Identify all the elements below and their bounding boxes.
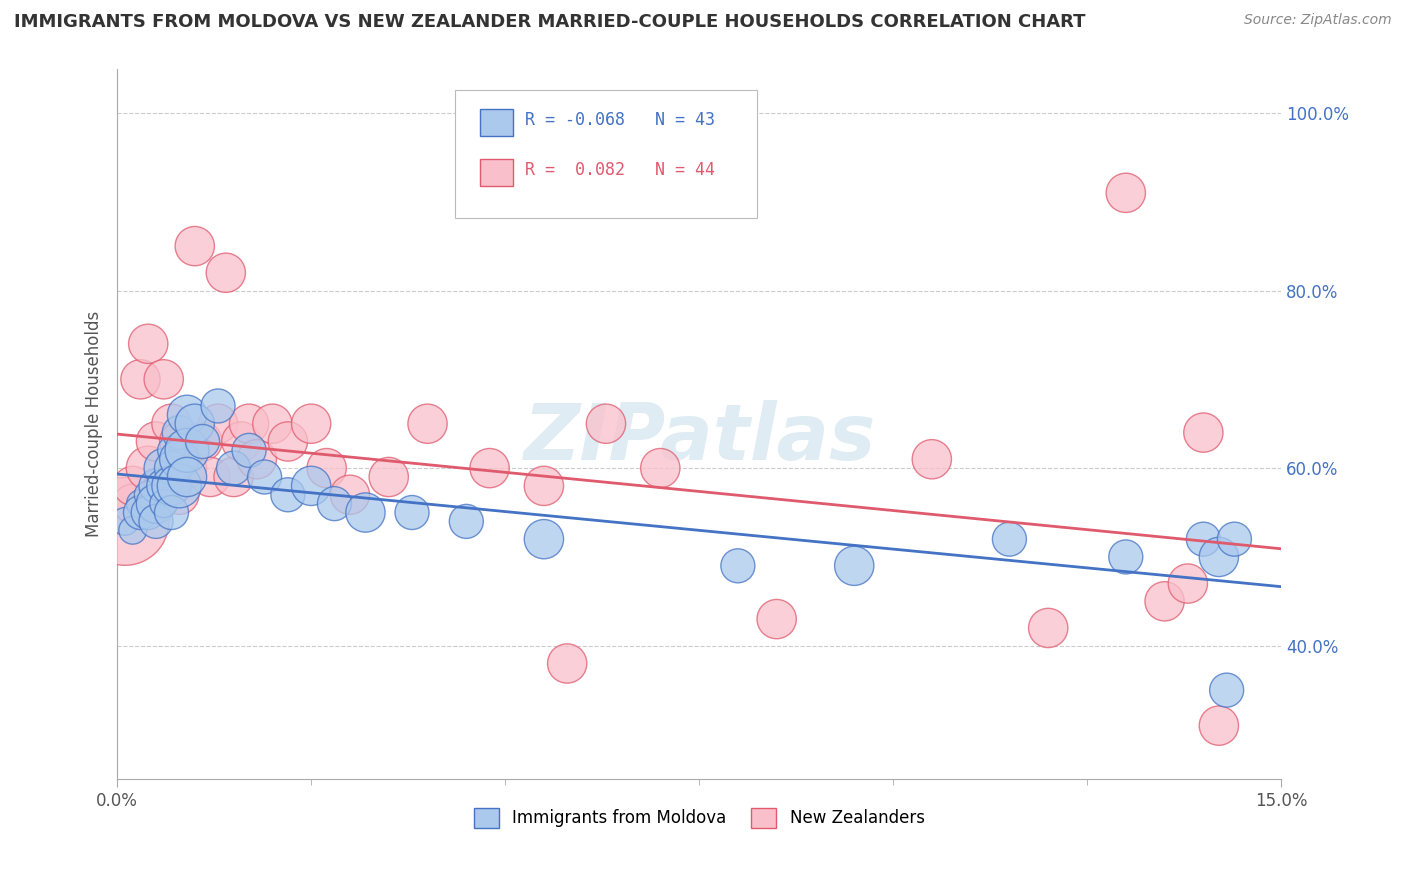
Point: [136, 336, 159, 351]
Point: [145, 497, 167, 511]
Point: [121, 523, 143, 537]
Point: [262, 417, 284, 431]
Point: [160, 479, 183, 493]
Point: [222, 461, 245, 475]
Point: [129, 506, 152, 520]
Point: [998, 532, 1021, 546]
Point: [176, 443, 198, 458]
Point: [114, 515, 136, 529]
Text: ZIPatlas: ZIPatlas: [523, 400, 875, 476]
Point: [145, 434, 167, 449]
Point: [184, 417, 207, 431]
Point: [184, 239, 207, 253]
Point: [167, 479, 190, 493]
Y-axis label: Married-couple Households: Married-couple Households: [86, 310, 103, 537]
Point: [277, 488, 299, 502]
Point: [152, 479, 174, 493]
Point: [160, 417, 183, 431]
Point: [152, 461, 174, 475]
Point: [152, 479, 174, 493]
Point: [207, 417, 229, 431]
Point: [533, 532, 555, 546]
Point: [191, 434, 214, 449]
Point: [222, 470, 245, 484]
Point: [354, 506, 377, 520]
Point: [1192, 532, 1215, 546]
Point: [253, 470, 276, 484]
Point: [121, 479, 143, 493]
Point: [152, 497, 174, 511]
Point: [1177, 576, 1199, 591]
Bar: [481, 159, 513, 186]
Point: [167, 488, 190, 502]
Point: [246, 452, 269, 467]
Point: [478, 461, 501, 475]
Point: [299, 417, 322, 431]
Point: [114, 515, 136, 529]
Point: [323, 497, 346, 511]
Point: [200, 470, 222, 484]
Point: [145, 497, 167, 511]
Point: [1153, 594, 1175, 608]
Point: [145, 479, 167, 493]
Point: [167, 425, 190, 440]
Point: [129, 497, 152, 511]
Point: [136, 506, 159, 520]
Point: [401, 506, 423, 520]
Point: [160, 461, 183, 475]
Point: [1192, 425, 1215, 440]
Point: [136, 488, 159, 502]
Point: [136, 461, 159, 475]
Point: [1038, 621, 1060, 635]
Legend: Immigrants from Moldova, New Zealanders: Immigrants from Moldova, New Zealanders: [467, 801, 931, 835]
Point: [650, 461, 672, 475]
Point: [456, 515, 478, 529]
Point: [152, 372, 174, 386]
Point: [727, 558, 749, 573]
Point: [176, 461, 198, 475]
Point: [595, 417, 617, 431]
Point: [921, 452, 943, 467]
Point: [238, 417, 260, 431]
Bar: [481, 109, 513, 136]
Point: [416, 417, 439, 431]
Point: [129, 372, 152, 386]
Point: [765, 612, 787, 626]
Point: [191, 434, 214, 449]
Point: [1115, 186, 1137, 200]
Point: [533, 479, 555, 493]
Point: [844, 558, 866, 573]
Point: [1215, 683, 1237, 698]
Point: [231, 434, 253, 449]
Point: [555, 657, 578, 671]
Point: [167, 452, 190, 467]
Point: [1208, 549, 1230, 564]
Point: [160, 443, 183, 458]
Point: [160, 479, 183, 493]
Point: [167, 434, 190, 449]
Point: [1115, 549, 1137, 564]
Text: R = -0.068   N = 43: R = -0.068 N = 43: [524, 112, 714, 129]
Point: [121, 497, 143, 511]
Text: Source: ZipAtlas.com: Source: ZipAtlas.com: [1244, 13, 1392, 28]
Point: [339, 488, 361, 502]
Point: [377, 470, 399, 484]
Point: [315, 461, 337, 475]
Point: [176, 470, 198, 484]
Point: [176, 408, 198, 422]
Point: [207, 399, 229, 413]
Point: [299, 479, 322, 493]
Point: [160, 506, 183, 520]
Text: IMMIGRANTS FROM MOLDOVA VS NEW ZEALANDER MARRIED-COUPLE HOUSEHOLDS CORRELATION C: IMMIGRANTS FROM MOLDOVA VS NEW ZEALANDER…: [14, 13, 1085, 31]
Point: [215, 266, 238, 280]
Point: [1223, 532, 1246, 546]
Point: [145, 515, 167, 529]
FancyBboxPatch shape: [454, 90, 758, 218]
Point: [238, 443, 260, 458]
Text: R =  0.082   N = 44: R = 0.082 N = 44: [524, 161, 714, 179]
Point: [277, 434, 299, 449]
Point: [1208, 718, 1230, 732]
